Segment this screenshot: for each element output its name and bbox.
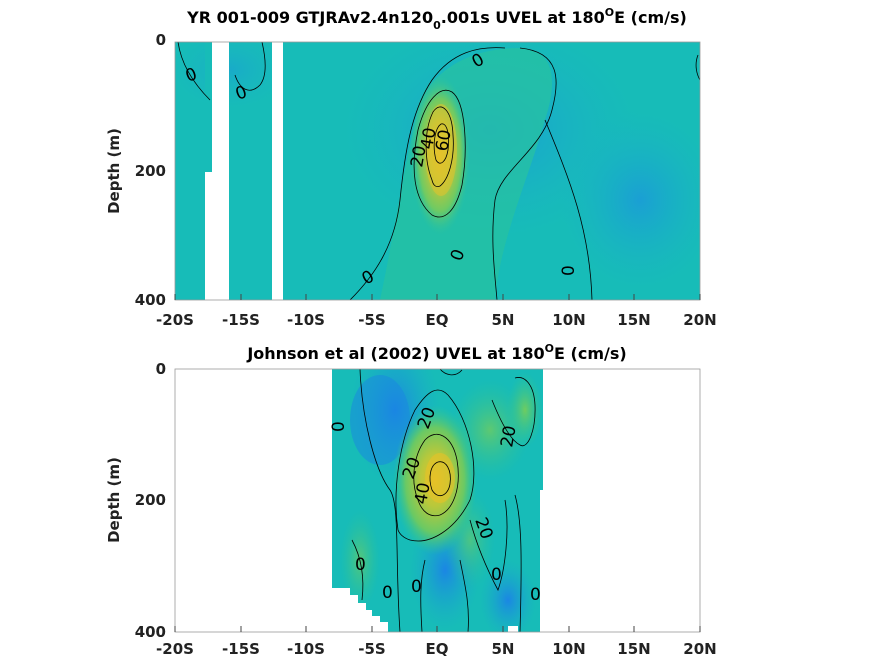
y-tick-label: 400: [135, 623, 166, 641]
x-tick-label: -15S: [222, 640, 260, 656]
chart-model-y-axis: 0 200 400 Depth (m): [105, 31, 166, 309]
y-axis-label: Depth (m): [105, 457, 123, 543]
x-tick-label: 15N: [617, 640, 650, 656]
x-tick-label: -20S: [156, 311, 194, 329]
contour-label: 0: [530, 585, 541, 605]
chart-model-title: YR 001-009 GTJRAv2.4n1200.001s UVEL at 1…: [186, 6, 687, 32]
contour-label: 60: [432, 128, 455, 153]
x-tick-label: -5S: [358, 311, 385, 329]
x-tick-label: 10N: [552, 311, 585, 329]
x-tick-label: -10S: [287, 311, 325, 329]
chart-observed-y-axis: 0 200 400 Depth (m): [105, 360, 166, 641]
contour-label: 20: [407, 144, 430, 169]
contour-label: 0: [559, 265, 579, 276]
chart-observed-field: [332, 369, 543, 632]
x-ticks: [174, 294, 701, 300]
contour-label: 40: [411, 481, 434, 506]
x-tick-label: 15N: [617, 311, 650, 329]
x-tick-label: 10N: [552, 640, 585, 656]
chart-model-x-axis: -20S -15S -10S -5S EQ 5N 10N 15N 20N: [156, 294, 717, 329]
chart-observed-title: Johnson et al (2002) UVEL at 180OE (cm/s…: [246, 342, 626, 363]
y-tick-label: 0: [156, 31, 166, 49]
contour-label: 20: [497, 424, 520, 449]
y-tick-label: 400: [135, 291, 166, 309]
contour-label: 0: [382, 583, 393, 603]
x-tick-label: 5N: [492, 640, 515, 656]
x-tick-label: EQ: [426, 640, 449, 656]
x-tick-label: -5S: [358, 640, 385, 656]
y-tick-label: 0: [156, 360, 166, 378]
y-tick-label: 200: [135, 162, 166, 180]
chart-model-field: [175, 42, 700, 300]
x-tick-label: -15S: [222, 311, 260, 329]
chart-model: YR 001-009 GTJRAv2.4n1200.001s UVEL at 1…: [105, 6, 717, 329]
contour-label: 40: [417, 126, 440, 151]
chart-observed-x-axis: -20S -15S -10S -5S EQ 5N 10N 15N 20N: [156, 626, 717, 656]
x-ticks: [174, 626, 701, 632]
contour-label: 0: [491, 565, 502, 585]
y-tick-label: 200: [135, 491, 166, 509]
x-tick-label: 5N: [492, 311, 515, 329]
x-tick-label: -10S: [287, 640, 325, 656]
chart-observed: Johnson et al (2002) UVEL at 180OE (cm/s…: [105, 342, 717, 656]
x-tick-label: EQ: [426, 311, 449, 329]
x-tick-label: 20N: [683, 311, 716, 329]
x-tick-label: 20N: [683, 640, 716, 656]
x-tick-label: -20S: [156, 640, 194, 656]
contour-label: 0: [329, 421, 349, 432]
contour-label: 0: [355, 555, 366, 575]
y-axis-label: Depth (m): [105, 128, 123, 214]
contour-label: 0: [411, 577, 422, 597]
